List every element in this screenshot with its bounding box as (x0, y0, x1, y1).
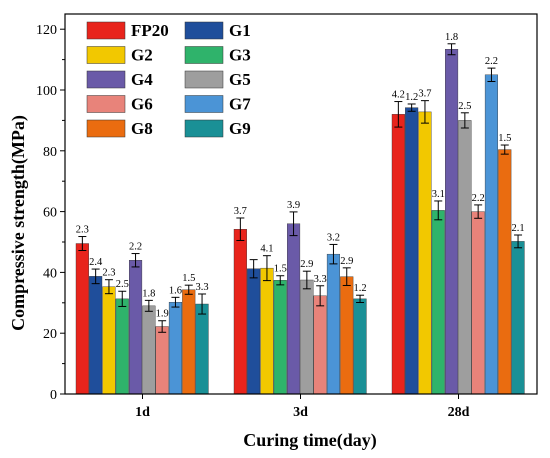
data-label: 2.4 (89, 257, 103, 268)
bar-g2-3d (260, 267, 274, 395)
y-tick-label: 40 (43, 266, 57, 281)
y-tick-label: 100 (36, 84, 57, 99)
data-label: 1.9 (156, 309, 169, 320)
legend-swatch-g3 (184, 46, 224, 64)
data-label: 2.9 (340, 256, 353, 267)
legend-swatch-g7 (184, 95, 224, 113)
plot-frame (64, 13, 538, 395)
legend-label-g2: G2 (131, 46, 153, 65)
data-label: 2.1 (511, 223, 524, 234)
bar-g3-28d (431, 210, 445, 395)
data-label: 3.7 (234, 206, 247, 217)
x-axis-label: Curing time(day) (243, 430, 377, 451)
bar-g1-1d (89, 276, 103, 395)
legend-label-fp20: FP20 (131, 21, 169, 40)
data-label: 2.5 (458, 101, 471, 112)
bar-fp20-1d (75, 243, 89, 395)
bar-g7-3d (326, 253, 341, 395)
bar-g6-1d (155, 326, 169, 395)
y-tick-label: 0 (50, 388, 57, 403)
data-label: 4.2 (392, 90, 405, 101)
data-label: 2.2 (472, 193, 485, 204)
bar-g8-3d (340, 276, 354, 395)
y-tick-label: 20 (43, 327, 57, 342)
legend-label-g7: G7 (229, 95, 251, 114)
data-label: 1.8 (445, 32, 458, 43)
bar-g6-28d (471, 211, 485, 395)
bar-fp20-3d (233, 229, 247, 395)
y-tick-label: 120 (36, 23, 57, 38)
legend-swatch-g2 (86, 46, 126, 64)
data-label: 1.5 (274, 264, 287, 275)
bar-g9-28d (511, 241, 525, 395)
bar-g5-3d (300, 279, 314, 395)
data-label: 1.8 (142, 288, 155, 299)
legend-label-g9: G9 (229, 119, 251, 138)
axes-layer: 0 20 40 60 80 100 120 1d 3d 28d (36, 13, 538, 420)
bar-g6-3d (313, 295, 327, 395)
legend-label-g1: G1 (229, 21, 251, 40)
bar-g3-3d (273, 280, 287, 395)
bar-g8-28d (498, 149, 512, 395)
bar-g3-1d (115, 298, 129, 395)
data-label: 1.5 (182, 273, 195, 284)
bar-g1-3d (247, 268, 261, 395)
data-label: 2.3 (76, 225, 89, 236)
data-label: 4.1 (260, 244, 273, 255)
legend-swatch-g4 (86, 70, 126, 89)
bar-g5-28d (458, 120, 472, 395)
legend-label-g4: G4 (131, 70, 153, 89)
legend-swatch-g9 (184, 119, 224, 138)
data-label: 1.6 (169, 285, 182, 296)
y-tick-label: 80 (43, 145, 57, 160)
legend-swatch-g1 (184, 21, 224, 40)
data-label: 3.9 (287, 200, 300, 211)
data-label: 2.3 (102, 268, 115, 279)
legend-swatch-fp20 (86, 21, 126, 40)
bar-g9-1d (195, 303, 209, 395)
bar-g8-1d (182, 289, 196, 395)
data-label: 3.7 (418, 89, 431, 100)
x-tick-label-3d: 3d (293, 405, 308, 420)
bar-g2-1d (102, 286, 116, 395)
data-labels-layer: 2.32.42.32.52.21.81.91.61.53.33.74.11.53… (76, 32, 525, 320)
data-label: 2.2 (129, 242, 142, 253)
bar-g5-1d (142, 305, 156, 395)
bar-fp20-28d (391, 114, 405, 395)
bar-g4-28d (445, 49, 459, 395)
x-tick-label-1d: 1d (135, 405, 150, 420)
data-label: 1.2 (353, 283, 366, 294)
data-label: 2.2 (485, 56, 498, 67)
legend-label-g6: G6 (131, 95, 153, 114)
legend: FP20 G1 G2 G3 G4 G5 G6 G7 G8 G9 (86, 21, 251, 138)
legend-label-g5: G5 (229, 70, 251, 89)
data-label: 3.2 (327, 232, 340, 243)
x-tick-label-28d: 28d (448, 405, 470, 420)
data-label: 3.3 (314, 274, 327, 285)
data-label: 1.2 (405, 92, 418, 103)
legend-swatch-g5 (184, 70, 224, 89)
bar-g2-28d (418, 111, 432, 395)
legend-swatch-g6 (86, 95, 126, 113)
data-label: 2.9 (300, 259, 313, 270)
legend-swatch-g8 (86, 119, 126, 138)
y-axis-label: Compressive strength(MPa) (8, 115, 29, 331)
data-label: 1.5 (498, 133, 511, 144)
bar-g7-28d (484, 74, 499, 395)
data-label: 2.5 (116, 279, 129, 290)
legend-label-g8: G8 (131, 119, 153, 138)
bar-g7-1d (168, 301, 183, 395)
bar-g4-3d (287, 223, 301, 395)
data-label: 3.3 (195, 282, 208, 293)
bar-g9-3d (353, 298, 367, 395)
legend-label-g3: G3 (229, 46, 251, 65)
bar-g4-1d (128, 260, 143, 395)
data-label: 3.1 (432, 189, 445, 200)
bar-g1-28d (405, 107, 419, 395)
y-tick-label: 60 (43, 206, 57, 221)
